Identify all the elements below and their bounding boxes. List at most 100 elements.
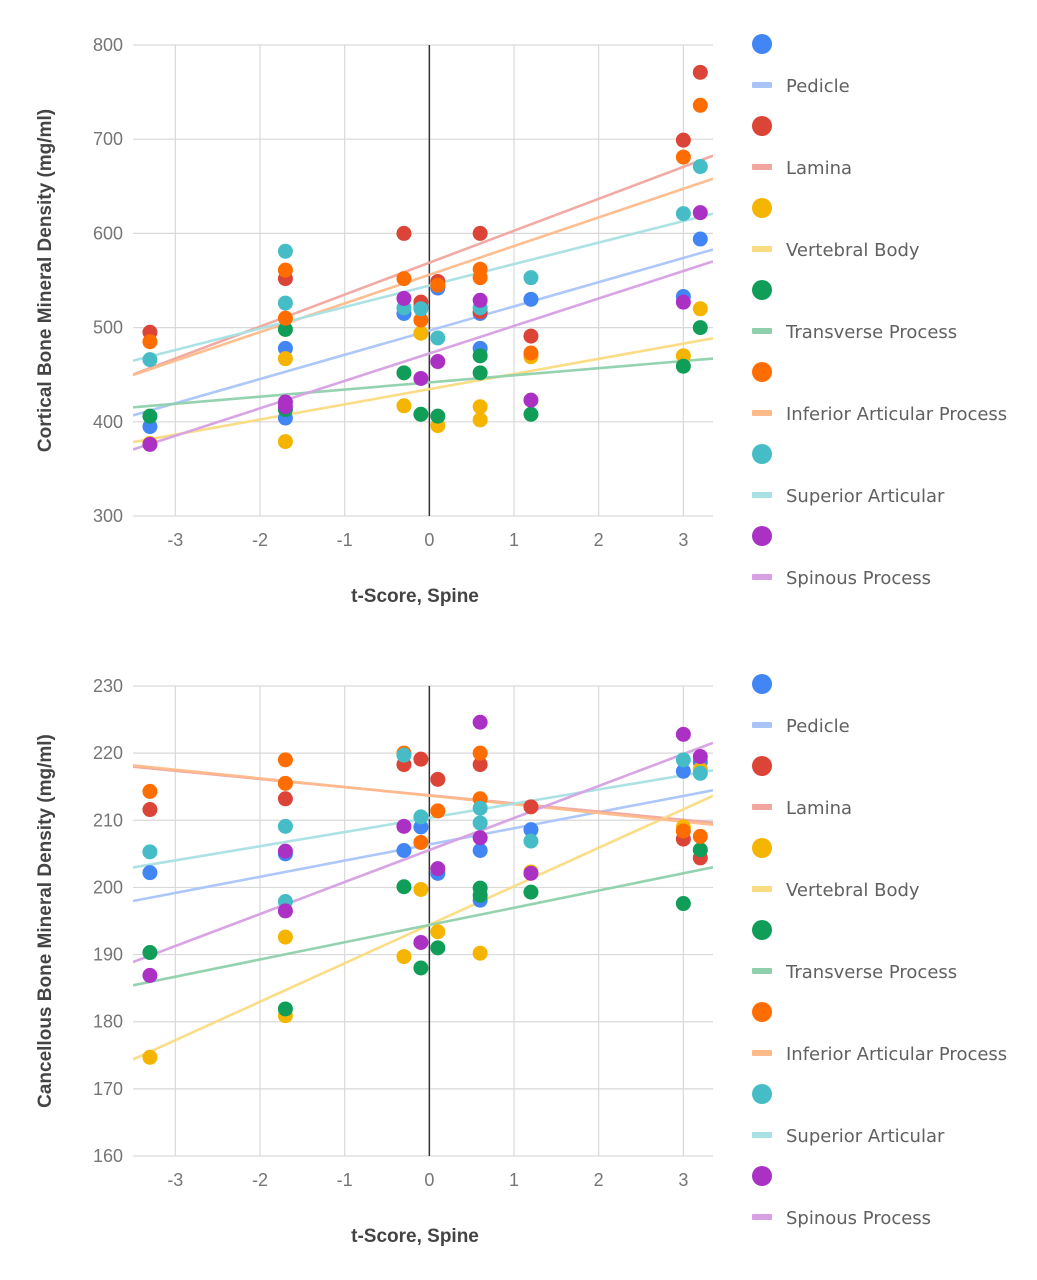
y-tick-label: 600 [93, 223, 123, 243]
data-point [430, 354, 446, 370]
y-tick-label: 700 [93, 129, 123, 149]
data-point [430, 924, 446, 940]
data-point [277, 903, 293, 919]
data-point [675, 348, 691, 364]
legend-point-marker [752, 280, 772, 300]
x-tick-label: 3 [678, 1170, 688, 1190]
x-tick-label: 3 [678, 530, 688, 550]
data-point [277, 843, 293, 859]
cancellous-density-chart: 160 170 180 190 200 210 220 230 -3 -2 -1 0 1 2 3 t-Scor… [35, 674, 1007, 1247]
data-point [413, 370, 429, 386]
data-point [675, 206, 691, 222]
data-point [523, 865, 539, 881]
data-point [472, 887, 488, 903]
trendline [133, 794, 713, 1061]
series-points [142, 714, 708, 983]
y-tick-label: 190 [93, 945, 123, 965]
series-points [142, 205, 708, 452]
y-tick-label: 500 [93, 318, 123, 338]
data-point [430, 408, 446, 424]
data-point [675, 823, 691, 839]
data-point [413, 312, 429, 328]
data-point [430, 861, 446, 877]
data-point [142, 436, 158, 452]
trendlines [133, 741, 713, 1061]
x-axis-title: t-Score, Spine [351, 1226, 479, 1247]
data-point [430, 277, 446, 293]
x-tick-label: -1 [337, 530, 353, 550]
data-point [413, 960, 429, 976]
legend-point-marker [752, 838, 772, 858]
data-point [142, 967, 158, 983]
data-point [523, 822, 539, 838]
data-point [277, 262, 293, 278]
x-tick-label: -3 [167, 530, 183, 550]
data-point [692, 765, 708, 781]
data-point [413, 751, 429, 767]
y-tick-label: 160 [93, 1146, 123, 1166]
y-tick-label: 230 [93, 676, 123, 696]
data-point [277, 310, 293, 326]
legend-point-marker [752, 444, 772, 464]
data-point [142, 334, 158, 350]
data-point [472, 714, 488, 730]
data-point [472, 757, 488, 773]
data-point [692, 231, 708, 247]
data-point [523, 345, 539, 361]
data-point [472, 225, 488, 241]
data-point [472, 292, 488, 308]
data-point [472, 815, 488, 831]
legend-label: Lamina [786, 158, 852, 179]
data-point [413, 881, 429, 897]
legend-line-marker [752, 1050, 772, 1056]
data-point [675, 896, 691, 912]
trendline [133, 154, 713, 376]
legend-point-marker [752, 920, 772, 940]
data-point [675, 294, 691, 310]
data-point [142, 844, 158, 860]
legend-label: Inferior Articular Process [786, 404, 1007, 425]
legend-label: Pedicle [786, 716, 850, 737]
data-point [523, 392, 539, 408]
data-point [692, 97, 708, 113]
data-point [692, 320, 708, 336]
data-point [142, 1049, 158, 1065]
legend-point-marker [752, 362, 772, 382]
data-point [413, 934, 429, 950]
x-tick-label: -2 [252, 1170, 268, 1190]
legend-label: Pedicle [786, 76, 850, 97]
data-point [472, 412, 488, 428]
data-point [413, 406, 429, 422]
data-point [396, 747, 412, 763]
legend-line-marker [752, 722, 772, 728]
legend-line-marker [752, 410, 772, 416]
data-point [396, 879, 412, 895]
data-point [277, 351, 293, 367]
gridlines [133, 685, 713, 1157]
cortical-density-chart: 300 400 500 600 700 800 -3 -2 -1 0 1 2 3 t-Score, Spi… [35, 34, 1007, 607]
legend-line-marker [752, 164, 772, 170]
data-point [413, 325, 429, 341]
data-point [430, 940, 446, 956]
data-point [277, 775, 293, 791]
data-point [396, 225, 412, 241]
x-tick-label: 2 [594, 530, 604, 550]
data-point [675, 726, 691, 742]
data-point [523, 799, 539, 815]
data-point [396, 949, 412, 965]
x-axis-title: t-Score, Spine [351, 586, 479, 607]
legend-point-marker [752, 116, 772, 136]
legend-label: Superior Articular [786, 1126, 945, 1147]
data-point [142, 408, 158, 424]
data-point [277, 321, 293, 337]
data-point [523, 884, 539, 900]
data-point [472, 843, 488, 858]
legend-line-marker [752, 246, 772, 252]
data-point [472, 270, 488, 286]
data-point [472, 830, 488, 846]
data-point [396, 365, 412, 381]
legend-line-marker [752, 1214, 772, 1220]
series-points [142, 842, 708, 1017]
data-point [675, 358, 691, 374]
data-point [472, 399, 488, 415]
